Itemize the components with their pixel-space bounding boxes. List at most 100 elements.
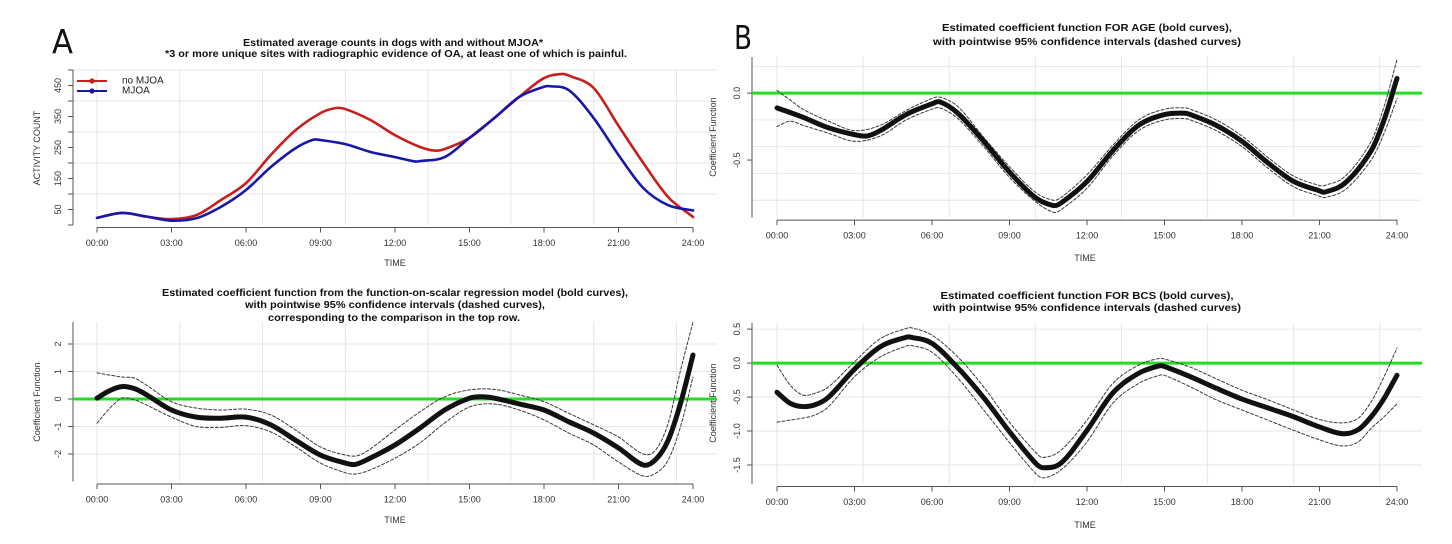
x-tick-label: 06:00 <box>235 495 258 505</box>
series-estimate <box>94 352 696 468</box>
y-axis-label: ACTIVITY COUNT <box>32 110 42 185</box>
x-tick-label: 00:00 <box>766 231 789 241</box>
y-tick-label: -2 <box>53 450 63 458</box>
series-no-mjoa <box>95 72 695 221</box>
panel-label-b: B <box>734 18 752 57</box>
x-tick-label: 03:00 <box>843 231 866 241</box>
x-tick-label: 12:00 <box>1076 497 1099 507</box>
x-tick-label: 18:00 <box>1231 497 1254 507</box>
legend-marker <box>89 78 95 84</box>
series-upper-95-ci <box>776 59 1398 201</box>
chart-title-line-1: Estimated coefficient function FOR AGE (… <box>942 22 1232 34</box>
x-tick-label: 21:00 <box>1308 231 1331 241</box>
x-tick-label: 12:00 <box>384 238 407 248</box>
chart-coefficient-mjoa: Estimated coefficient function from the … <box>32 287 717 525</box>
x-tick-label: 00:00 <box>766 497 789 507</box>
legend-item: no MJOA <box>77 76 164 87</box>
y-tick-label: 150 <box>53 171 63 186</box>
x-tick-label: 15:00 <box>1153 231 1176 241</box>
y-tick-label: 350 <box>53 109 63 124</box>
y-axis: 0.0 -0.5 <box>732 57 753 218</box>
x-tick-label: 24:00 <box>682 495 705 505</box>
series-mjoa <box>95 84 695 223</box>
x-tick-label: 12:00 <box>1076 231 1099 241</box>
y-axis-label: Coefficient Function <box>708 97 718 176</box>
chart-title-line-2: with pointwise 95% confidence intervals … <box>932 36 1241 48</box>
y-tick-label: -0.5 <box>732 389 742 405</box>
x-tick-label: 06:00 <box>921 497 944 507</box>
legend-item: MJOA <box>77 86 150 97</box>
y-tick-label: 50 <box>53 204 63 214</box>
chart-title-line-1: Estimated coefficient function FOR BCS (… <box>941 290 1234 302</box>
series-group <box>774 327 1400 479</box>
y-axis: 0.5 0.0 -0.5 -1.0 -1.5 <box>732 323 753 484</box>
x-tick-label: 00:00 <box>86 238 109 248</box>
y-tick-label: -1 <box>53 422 63 430</box>
x-tick-label: 03:00 <box>160 238 183 248</box>
chart-title-line-2: with pointwise 95% confidence intervals … <box>244 299 545 311</box>
chart-activity-counts: Estimated average counts in dogs with an… <box>32 37 717 268</box>
y-tick-label: -1.5 <box>732 457 742 473</box>
y-tick-label: 0.0 <box>732 87 742 100</box>
y-tick-label: 450 <box>53 78 63 93</box>
series-lower-95-ci <box>776 97 1398 213</box>
x-tick-label: 21:00 <box>1308 497 1331 507</box>
y-axis-label: Coefficient Function <box>32 362 42 441</box>
x-tick-label: 18:00 <box>1231 231 1254 241</box>
series-lower-95-ci <box>776 344 1398 479</box>
series-group <box>95 72 695 223</box>
series-upper-95-ci <box>776 327 1398 459</box>
y-tick-label: 0.0 <box>732 357 742 370</box>
series-group <box>94 321 696 477</box>
x-tick-label: 18:00 <box>533 495 556 505</box>
x-tick-label: 06:00 <box>235 238 258 248</box>
chart-title-line-1: Estimated coefficient function from the … <box>162 287 628 299</box>
x-axis: 00:00 03:00 06:00 09:00 12:00 15:00 18:00 21:00… <box>766 219 1409 241</box>
legend-label: no MJOA <box>122 76 164 87</box>
x-tick-label: 18:00 <box>533 238 556 248</box>
chart-coefficient-bcs: Estimated coefficient function FOR BCS (… <box>708 290 1422 530</box>
series-estimate <box>774 75 1400 209</box>
panel-label-a: A <box>52 22 73 61</box>
y-tick-label: 1 <box>53 369 63 374</box>
y-tick-label: 0 <box>53 396 63 401</box>
x-tick-label: 00:00 <box>86 495 109 505</box>
x-axis: 00:00 03:00 06:00 09:00 12:00 15:00 18:00 21:00… <box>86 483 705 505</box>
grid <box>73 69 717 225</box>
legend-label: MJOA <box>122 86 150 97</box>
x-axis-label: TIME <box>384 258 406 268</box>
x-tick-label: 15:00 <box>1153 497 1176 507</box>
x-tick-label: 09:00 <box>998 231 1021 241</box>
series-group <box>774 59 1400 213</box>
chart-coefficient-age: Estimated coefficient function FOR AGE (… <box>708 22 1422 263</box>
y-tick-label: -0.5 <box>732 152 742 168</box>
x-axis-label: TIME <box>384 515 406 525</box>
x-tick-label: 21:00 <box>607 238 630 248</box>
chart-title-line-3: corresponding to the comparison in the t… <box>268 312 520 324</box>
series-estimate <box>774 334 1400 471</box>
x-axis: 00:00 03:00 06:00 09:00 12:00 15:00 18:00 21:00… <box>86 227 705 248</box>
y-tick-label: -1.0 <box>732 423 742 439</box>
chart-title-line-2: with pointwise 95% confidence intervals … <box>932 302 1241 314</box>
x-tick-label: 06:00 <box>921 231 944 241</box>
x-tick-label: 15:00 <box>458 495 481 505</box>
x-tick-label: 09:00 <box>998 497 1021 507</box>
chart-title-line-2: *3 or more unique sites with radiographi… <box>165 48 627 60</box>
x-tick-label: 24:00 <box>1386 497 1409 507</box>
x-tick-label: 09:00 <box>309 238 332 248</box>
y-tick-label: 2 <box>53 341 63 346</box>
x-axis-label: TIME <box>1074 520 1096 530</box>
y-axis: 2 1 0 -1 -2 <box>53 322 74 482</box>
x-tick-label: 24:00 <box>682 238 705 248</box>
chart-title-line-1: Estimated average counts in dogs with an… <box>243 37 544 49</box>
x-tick-label: 03:00 <box>160 495 183 505</box>
x-axis: 00:00 03:00 06:00 09:00 12:00 15:00 18:00 21:00… <box>766 486 1409 507</box>
x-tick-label: 24:00 <box>1386 231 1409 241</box>
y-tick-label: 0.5 <box>732 323 742 336</box>
series-lower-95-ci <box>96 376 694 477</box>
x-tick-label: 03:00 <box>843 497 866 507</box>
x-tick-label: 21:00 <box>607 495 630 505</box>
